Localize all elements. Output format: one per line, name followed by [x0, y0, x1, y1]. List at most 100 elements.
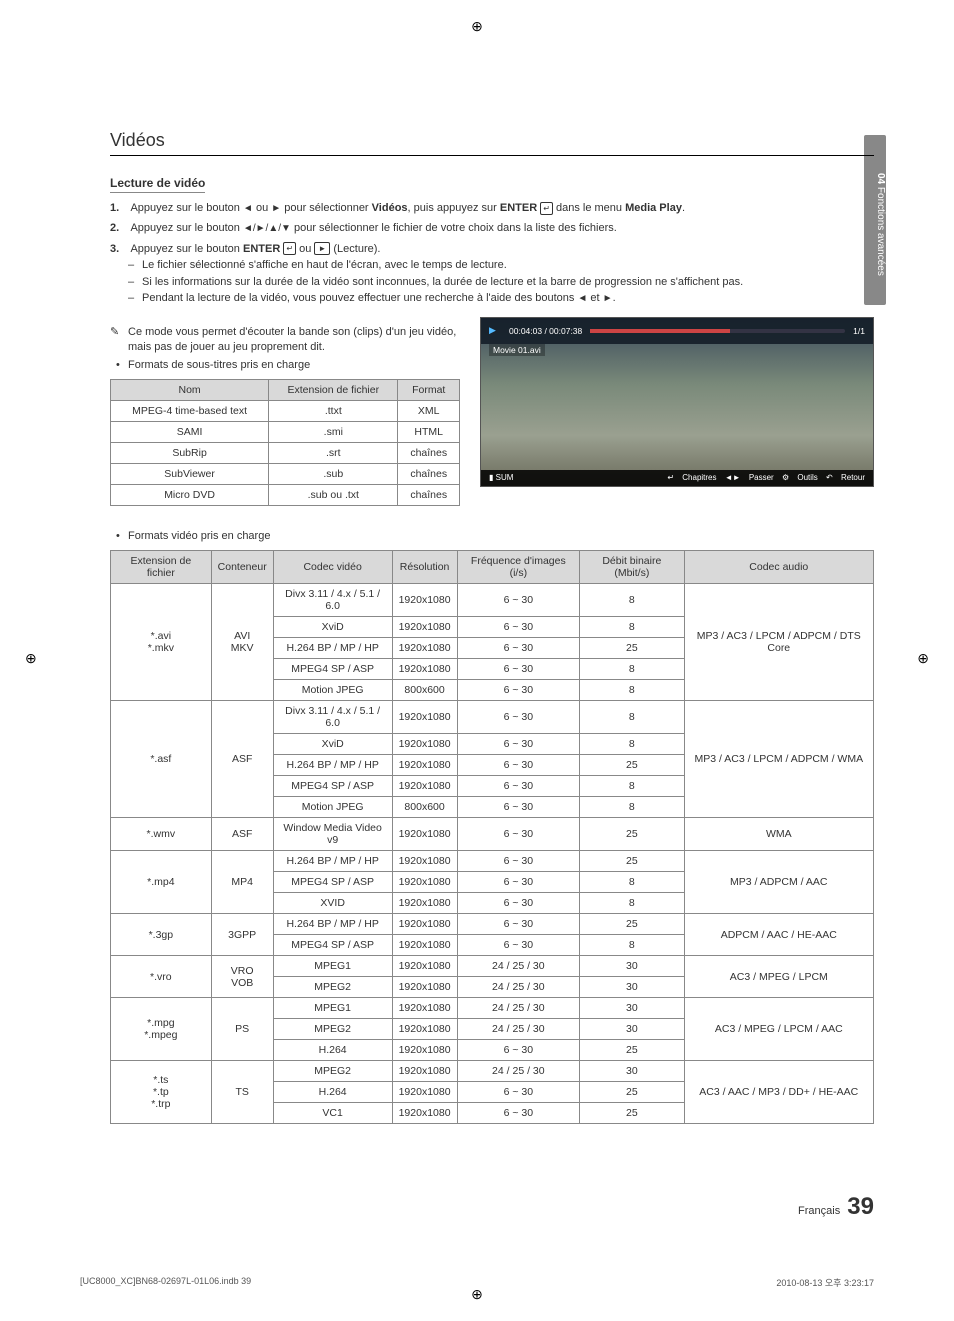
step-3: 3. Appuyez sur le bouton ENTER ↵ ou ► (L… [110, 242, 874, 307]
table-header: Conteneur [211, 551, 273, 584]
table-cell: 1920x1080 [392, 935, 457, 956]
table-header: Codec audio [684, 551, 873, 584]
table-cell: MPEG2 [273, 977, 392, 998]
table-cell: 1920x1080 [392, 701, 457, 734]
table-cell: 8 [580, 584, 684, 617]
ext-cell: *.mp4 [111, 851, 212, 914]
step-number: 2. [110, 221, 128, 236]
skip-control: ◄► Passer [725, 473, 774, 482]
table-cell: 6 ~ 30 [457, 734, 580, 755]
ext-cell: *.3gp [111, 914, 212, 956]
table-cell: 8 [580, 776, 684, 797]
table-cell: 1920x1080 [392, 734, 457, 755]
table-cell: chaînes [398, 464, 460, 485]
preview-bottombar: ▮ SUM ↵ Chapitres ◄► Passer ⚙ Outils ↶ R… [481, 470, 873, 486]
table-cell: MPEG2 [273, 1019, 392, 1040]
table-cell: 6 ~ 30 [457, 584, 580, 617]
audio-codec-cell: WMA [684, 818, 873, 851]
subtitle-formats-table: Nom Extension de fichier Format MPEG-4 t… [110, 379, 460, 506]
table-cell: SubRip [111, 443, 269, 464]
table-cell: SAMI [111, 422, 269, 443]
table-row: *.mpg*.mpegPSMPEG11920x108024 / 25 / 303… [111, 998, 874, 1019]
table-cell: MPEG1 [273, 956, 392, 977]
table-cell: 800x600 [392, 680, 457, 701]
video-preview-thumbnail: ▶ 00:04:03 / 00:07:38 1/1 Movie 01.avi ▮… [480, 317, 874, 487]
table-cell: 6 ~ 30 [457, 914, 580, 935]
preview-topbar: ▶ 00:04:03 / 00:07:38 1/1 [481, 318, 873, 344]
table-cell: 800x600 [392, 797, 457, 818]
table-cell: H.264 BP / MP / HP [273, 851, 392, 872]
table-cell: 24 / 25 / 30 [457, 1061, 580, 1082]
table-cell: 1920x1080 [392, 956, 457, 977]
table-cell: 8 [580, 893, 684, 914]
table-cell: 30 [580, 1019, 684, 1040]
table-cell: MPEG4 SP / ASP [273, 776, 392, 797]
table-header: Nom [111, 380, 269, 401]
table-cell: MPEG4 SP / ASP [273, 659, 392, 680]
sum-label: ▮ SUM [489, 473, 513, 482]
step-sub-1: Le fichier sélectionné s'affiche en haut… [110, 257, 874, 274]
table-cell: .sub ou .txt [269, 485, 398, 506]
table-cell: 6 ~ 30 [457, 818, 580, 851]
container-cell: AVIMKV [211, 584, 273, 701]
table-cell: 6 ~ 30 [457, 776, 580, 797]
subtitle-formats-heading: Formats de sous-titres pris en charge [110, 359, 460, 371]
audio-codec-cell: AC3 / MPEG / LPCM [684, 956, 873, 998]
table-header: Résolution [392, 551, 457, 584]
table-row: *.avi*.mkvAVIMKVDivx 3.11 / 4.x / 5.1 / … [111, 584, 874, 617]
table-cell: 24 / 25 / 30 [457, 1019, 580, 1040]
tools-control: ⚙ Outils [782, 473, 818, 482]
ext-cell: *.avi*.mkv [111, 584, 212, 701]
table-cell: Divx 3.11 / 4.x / 5.1 / 6.0 [273, 584, 392, 617]
preview-filename: Movie 01.avi [489, 344, 545, 356]
table-cell: MPEG4 SP / ASP [273, 935, 392, 956]
table-cell: MPEG1 [273, 998, 392, 1019]
table-cell: 8 [580, 701, 684, 734]
table-cell: 25 [580, 914, 684, 935]
footer-language: Français [798, 1205, 840, 1217]
table-cell: 24 / 25 / 30 [457, 977, 580, 998]
audio-codec-cell: MP3 / AC3 / LPCM / ADPCM / WMA [684, 701, 873, 818]
table-cell: 6 ~ 30 [457, 872, 580, 893]
table-cell: H.264 [273, 1040, 392, 1061]
table-cell: 1920x1080 [392, 1040, 457, 1061]
table-cell: Motion JPEG [273, 797, 392, 818]
progress-bar [590, 329, 845, 333]
print-file-info: [UC8000_XC]BN68-02697L-01L06.indb 39 [80, 1276, 251, 1289]
table-row: *.ts*.tp*.trpTSMPEG21920x108024 / 25 / 3… [111, 1061, 874, 1082]
table-cell: 8 [580, 659, 684, 680]
table-cell: 8 [580, 734, 684, 755]
table-row: *.wmvASFWindow Media Video v91920x10806 … [111, 818, 874, 851]
container-cell: PS [211, 998, 273, 1061]
table-row: MPEG-4 time-based text.ttxtXML [111, 401, 460, 422]
table-cell: 6 ~ 30 [457, 851, 580, 872]
table-cell: Divx 3.11 / 4.x / 5.1 / 6.0 [273, 701, 392, 734]
table-cell: 25 [580, 1040, 684, 1061]
table-header: Codec vidéo [273, 551, 392, 584]
play-icon: ► [314, 242, 330, 255]
table-row: *.3gp3GPPH.264 BP / MP / HP1920x10806 ~ … [111, 914, 874, 935]
table-cell: 1920x1080 [392, 851, 457, 872]
table-cell: 1920x1080 [392, 1082, 457, 1103]
subsection-title: Lecture de vidéo [110, 176, 205, 193]
step-sub-2: Si les informations sur la durée de la v… [110, 274, 874, 291]
table-cell: 30 [580, 956, 684, 977]
table-cell: H.264 BP / MP / HP [273, 914, 392, 935]
table-cell: 6 ~ 30 [457, 1103, 580, 1124]
table-cell: 24 / 25 / 30 [457, 998, 580, 1019]
audio-codec-cell: AC3 / MPEG / LPCM / AAC [684, 998, 873, 1061]
video-formats-heading: Formats vidéo pris en charge [110, 530, 874, 542]
table-cell: Micro DVD [111, 485, 269, 506]
table-cell: SubViewer [111, 464, 269, 485]
ext-cell: *.mpg*.mpeg [111, 998, 212, 1061]
table-cell: 6 ~ 30 [457, 659, 580, 680]
enter-icon: ↵ [540, 202, 553, 215]
table-cell: 25 [580, 851, 684, 872]
table-cell: 6 ~ 30 [457, 1040, 580, 1061]
table-row: *.mp4MP4H.264 BP / MP / HP1920x10806 ~ 3… [111, 851, 874, 872]
ext-cell: *.vro [111, 956, 212, 998]
table-cell: 30 [580, 1061, 684, 1082]
table-cell: 6 ~ 30 [457, 638, 580, 659]
table-row: *.asfASFDivx 3.11 / 4.x / 5.1 / 6.01920x… [111, 701, 874, 734]
table-cell: .ttxt [269, 401, 398, 422]
